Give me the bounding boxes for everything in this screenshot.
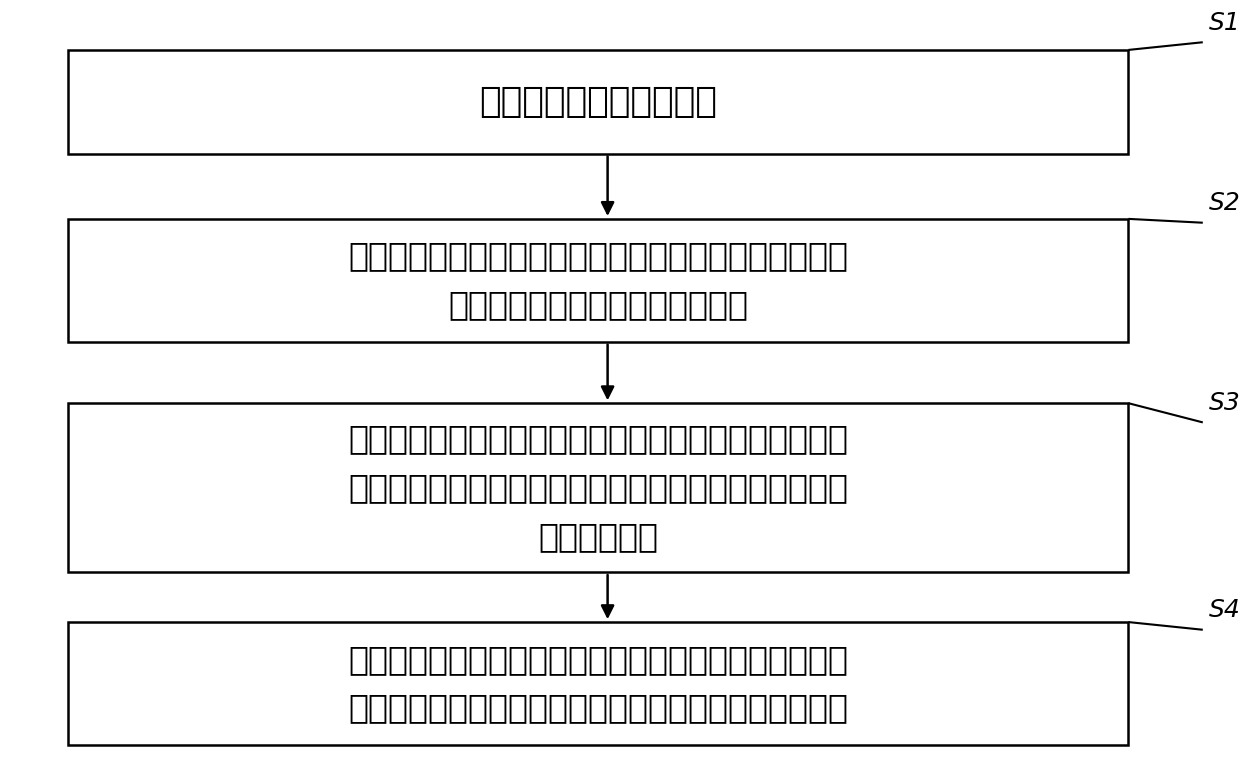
Text: 利用二维几何图形圈住脸部图像的脸部，获取脸部的像素
点的像素信息以及各像素点的位置: 利用二维几何图形圈住脸部图像的脸部，获取脸部的像素 点的像素信息以及各像素点的位… — [348, 240, 848, 321]
Bar — [68, 50, 1128, 154]
Text: S300: S300 — [1209, 391, 1240, 415]
Text: S100: S100 — [1209, 11, 1240, 35]
Bar — [68, 403, 1128, 572]
Text: S200: S200 — [1209, 191, 1240, 215]
Text: 根据各像素点在二维几何图形的位置，以及二维几何图形
与三维几何模型的几何映射关系，确定各像素点在三维几
何模型的位置: 根据各像素点在二维几何图形的位置，以及二维几何图形 与三维几何模型的几何映射关系… — [348, 422, 848, 553]
Bar — [68, 219, 1128, 342]
Bar — [68, 622, 1128, 745]
Text: 获取检测对象的脸部图像: 获取检测对象的脸部图像 — [480, 84, 717, 119]
Text: 根据各像素点的像素信息、各像素点在二维几何图形的位
置以及在三维几何模型的位置，确定检测对象的脸部角度: 根据各像素点的像素信息、各像素点在二维几何图形的位 置以及在三维几何模型的位置，… — [348, 643, 848, 724]
Text: S400: S400 — [1209, 598, 1240, 622]
